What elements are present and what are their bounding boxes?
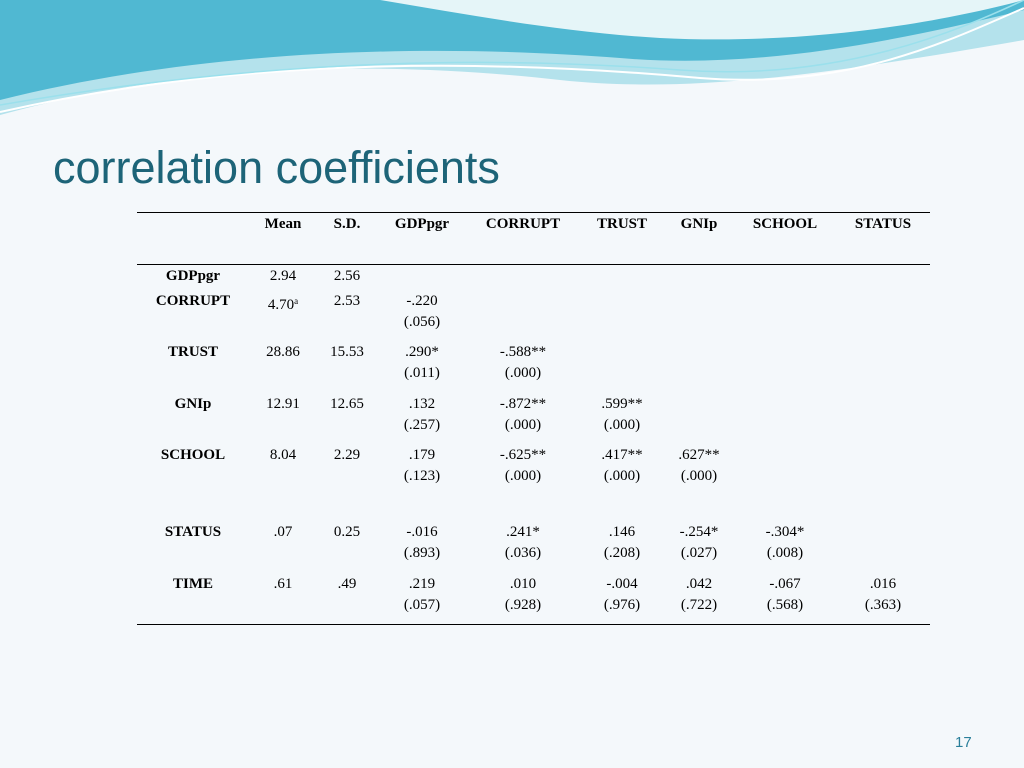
correlation: .290* [405, 344, 439, 360]
sd-value: 2.53 [333, 293, 361, 309]
mean-value: 28.86 [266, 342, 300, 363]
p-value: (.000) [680, 468, 718, 484]
mean-text: 8.04 [269, 447, 297, 463]
correlation: -.220 [406, 293, 438, 309]
p-value: (.000) [504, 417, 542, 433]
sd-value: .49 [337, 576, 357, 592]
p-value: (.000) [603, 468, 641, 484]
column-header: STATUS [854, 216, 912, 232]
p-value: (.928) [504, 597, 542, 613]
mean-text: 12.91 [266, 396, 300, 412]
p-value: (.208) [603, 545, 641, 561]
row-label: SCHOOL [160, 447, 226, 463]
mean-value: .61 [274, 574, 293, 595]
correlation: -.304* [765, 524, 805, 540]
mean-text: 28.86 [266, 344, 300, 360]
sd-value: 2.56 [333, 268, 361, 284]
sd-value: 15.53 [330, 344, 364, 360]
table-rule [137, 212, 930, 213]
mean-value: 4.70a [268, 291, 298, 316]
p-value: (.123) [403, 468, 441, 484]
row-label: GNIp [174, 396, 212, 412]
p-value: (.008) [766, 545, 804, 561]
correlation: .599** [601, 396, 643, 412]
correlation: .016 [869, 576, 897, 592]
column-header: CORRUPT [485, 216, 561, 232]
p-value: (.568) [766, 597, 804, 613]
sd-value: 12.65 [330, 396, 364, 412]
p-value: (.000) [603, 417, 641, 433]
p-value: (.000) [504, 468, 542, 484]
column-header: S.D. [333, 216, 361, 232]
row-label: GDPpgr [165, 268, 221, 284]
correlation: -.004 [606, 576, 638, 592]
correlation: -.016 [406, 524, 438, 540]
footnote-marker: a [294, 296, 299, 306]
sd-value: 0.25 [333, 524, 361, 540]
mean-text: 4.70 [267, 297, 295, 313]
correlation: .179 [408, 447, 436, 463]
correlation: .132 [408, 396, 436, 412]
sd-value: 2.29 [333, 447, 361, 463]
slide-title: correlation coefficients [53, 142, 500, 193]
p-value: (.011) [404, 365, 440, 381]
column-header: TRUST [596, 216, 648, 232]
correlation: .042 [685, 576, 713, 592]
column-header: Mean [264, 216, 302, 232]
p-value: (.057) [403, 597, 441, 613]
p-value: (.722) [680, 597, 718, 613]
correlation: .627** [678, 447, 720, 463]
correlation: .010 [509, 576, 537, 592]
p-value: (.363) [864, 597, 902, 613]
row-label: TRUST [167, 344, 219, 360]
header-waves [0, 0, 1024, 115]
p-value: (.056) [403, 314, 441, 330]
mean-value: 8.04 [270, 445, 296, 466]
column-header: SCHOOL [752, 216, 818, 232]
correlation: .146 [608, 524, 636, 540]
p-value: (.027) [680, 545, 718, 561]
correlation: .417** [601, 447, 643, 463]
mean-text: .07 [273, 524, 293, 540]
correlation: -.254* [679, 524, 719, 540]
p-value: (.257) [403, 417, 441, 433]
correlation: -.872** [499, 396, 547, 412]
p-value: (.893) [403, 545, 441, 561]
correlation: .241* [506, 524, 540, 540]
row-label: STATUS [164, 524, 222, 540]
correlation: -.625** [499, 447, 547, 463]
mean-text: .61 [273, 576, 293, 592]
mean-value: 12.91 [266, 394, 300, 415]
mean-value: 2.94 [270, 266, 296, 287]
p-value: (.000) [504, 365, 542, 381]
mean-value: .07 [274, 522, 293, 543]
row-label: CORRUPT [155, 293, 231, 309]
column-header: GDPpgr [394, 216, 450, 232]
correlation: -.588** [499, 344, 547, 360]
row-label: TIME [172, 576, 214, 592]
p-value: (.036) [504, 545, 542, 561]
page-number: 17 [955, 734, 972, 751]
mean-text: 2.94 [269, 268, 297, 284]
correlation: .219 [408, 576, 436, 592]
table-rule [137, 264, 930, 265]
table-rule [137, 624, 930, 625]
p-value: (.976) [603, 597, 641, 613]
column-header: GNIp [680, 216, 718, 232]
correlation: -.067 [769, 576, 801, 592]
